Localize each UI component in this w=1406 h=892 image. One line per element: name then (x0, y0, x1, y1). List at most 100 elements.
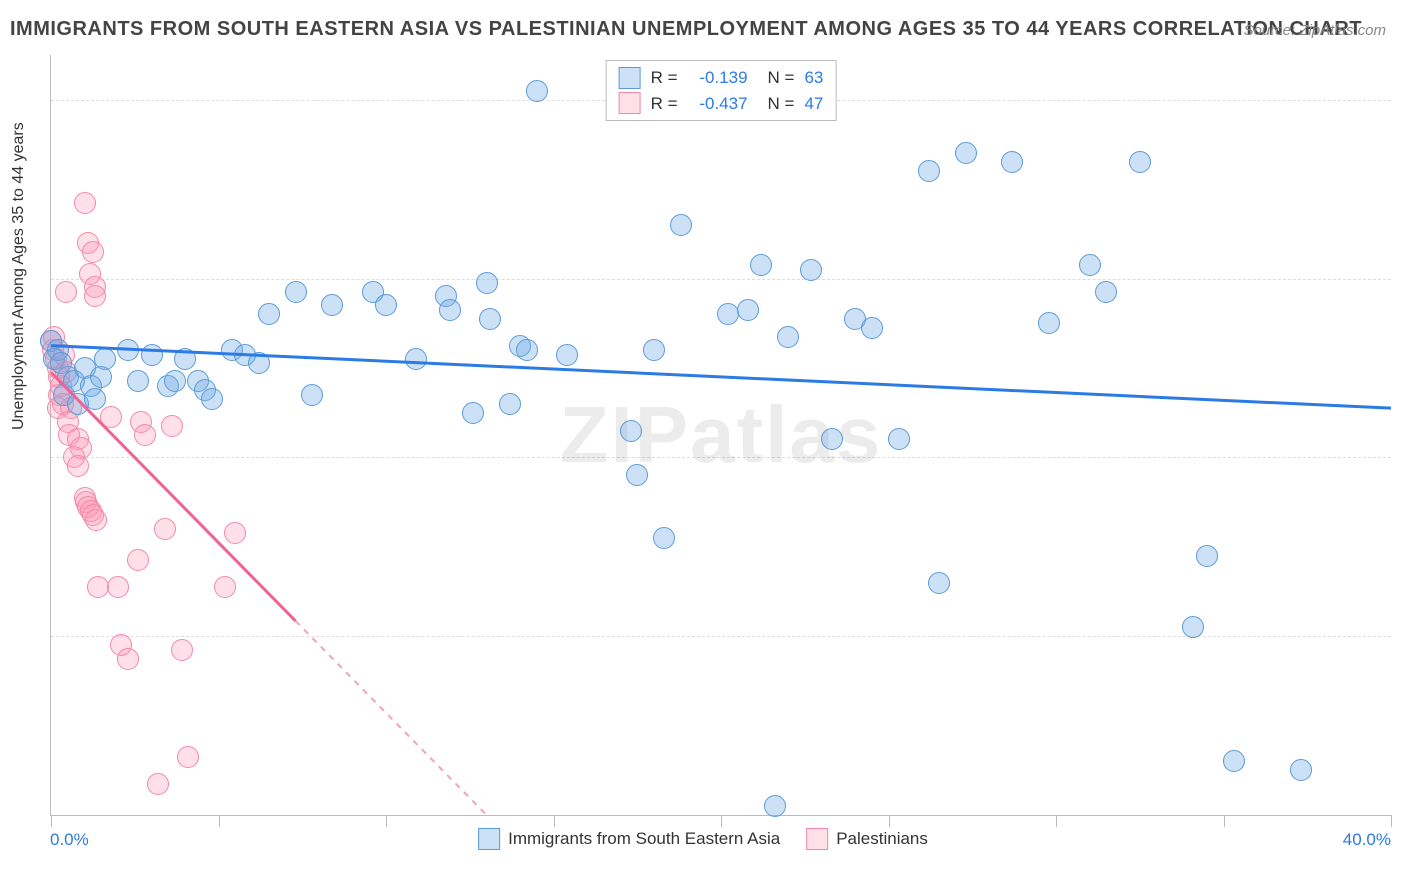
scatter-point-pink (84, 285, 106, 307)
gridline-horizontal (51, 279, 1391, 280)
scatter-point-blue (861, 317, 883, 339)
scatter-point-pink (134, 424, 156, 446)
scatter-point-blue (285, 281, 307, 303)
scatter-point-pink (74, 192, 96, 214)
scatter-point-blue (1290, 759, 1312, 781)
legend-n-label: N = (768, 91, 795, 117)
scatter-point-blue (800, 259, 822, 281)
scatter-point-blue (439, 299, 461, 321)
y-tick-label: 2.0% (1399, 626, 1406, 646)
legend-swatch (478, 828, 500, 850)
y-tick-label: 6.0% (1399, 269, 1406, 289)
scatter-point-blue (1001, 151, 1023, 173)
legend-r-value: -0.437 (688, 91, 748, 117)
legend-r-value: -0.139 (688, 65, 748, 91)
scatter-point-pink (100, 406, 122, 428)
legend-swatch (806, 828, 828, 850)
legend-r-label: R = (651, 91, 678, 117)
scatter-point-blue (375, 294, 397, 316)
scatter-point-blue (1038, 312, 1060, 334)
scatter-point-blue (94, 348, 116, 370)
scatter-point-blue (643, 339, 665, 361)
scatter-point-blue (405, 348, 427, 370)
legend-r-label: R = (651, 65, 678, 91)
scatter-point-pink (87, 576, 109, 598)
scatter-point-blue (626, 464, 648, 486)
scatter-point-blue (499, 393, 521, 415)
series-legend-item: Immigrants from South Eastern Asia (478, 828, 780, 850)
scatter-point-blue (1223, 750, 1245, 772)
x-tick (889, 815, 890, 827)
scatter-point-blue (174, 348, 196, 370)
scatter-point-pink (107, 576, 129, 598)
plot-area: ZIPatlas R =-0.139N =63R =-0.437N =47 2.… (50, 55, 1391, 816)
scatter-point-blue (1182, 616, 1204, 638)
scatter-point-pink (55, 281, 77, 303)
scatter-point-pink (147, 773, 169, 795)
scatter-point-blue (918, 160, 940, 182)
y-tick-label: 8.0% (1399, 90, 1406, 110)
series-legend-label: Palestinians (836, 829, 928, 849)
scatter-point-blue (127, 370, 149, 392)
chart-source: Source: ZipAtlas.com (1243, 22, 1386, 39)
gridline-horizontal (51, 457, 1391, 458)
scatter-point-blue (1095, 281, 1117, 303)
scatter-point-pink (177, 746, 199, 768)
scatter-point-blue (955, 142, 977, 164)
scatter-point-blue (301, 384, 323, 406)
scatter-point-blue (1129, 151, 1151, 173)
scatter-point-pink (214, 576, 236, 598)
legend-n-value: 63 (804, 65, 823, 91)
scatter-point-blue (556, 344, 578, 366)
legend-n-label: N = (768, 65, 795, 91)
scatter-point-blue (201, 388, 223, 410)
scatter-point-blue (248, 352, 270, 374)
legend-row: R = -0.139 N = 63 (619, 65, 824, 91)
scatter-point-pink (82, 241, 104, 263)
x-tick (1391, 815, 1392, 827)
scatter-point-blue (462, 402, 484, 424)
x-axis-max-label: 40.0% (1343, 830, 1391, 850)
scatter-point-pink (224, 522, 246, 544)
scatter-point-blue (737, 299, 759, 321)
scatter-point-blue (777, 326, 799, 348)
scatter-point-pink (67, 455, 89, 477)
scatter-point-blue (84, 388, 106, 410)
chart-title: IMMIGRANTS FROM SOUTH EASTERN ASIA VS PA… (10, 18, 1362, 41)
x-tick (1056, 815, 1057, 827)
scatter-point-blue (117, 339, 139, 361)
legend-swatch (619, 67, 641, 89)
legend-row: R = -0.437 N = 47 (619, 91, 824, 117)
legend-swatch (619, 92, 641, 114)
series-legend-item: Palestinians (806, 828, 928, 850)
scatter-point-pink (85, 509, 107, 531)
scatter-point-blue (476, 272, 498, 294)
scatter-point-blue (141, 344, 163, 366)
y-axis-label: Unemployment Among Ages 35 to 44 years (10, 122, 28, 430)
scatter-point-blue (750, 254, 772, 276)
y-tick-label: 4.0% (1399, 447, 1406, 467)
scatter-point-blue (526, 80, 548, 102)
scatter-point-blue (516, 339, 538, 361)
scatter-point-blue (1079, 254, 1101, 276)
scatter-point-pink (161, 415, 183, 437)
x-tick (554, 815, 555, 827)
x-tick (1224, 815, 1225, 827)
x-tick (386, 815, 387, 827)
series-legend-label: Immigrants from South Eastern Asia (508, 829, 780, 849)
trendline-dashed (296, 621, 487, 815)
x-tick (219, 815, 220, 827)
x-tick (721, 815, 722, 827)
scatter-point-blue (764, 795, 786, 817)
scatter-point-blue (258, 303, 280, 325)
scatter-point-pink (117, 648, 139, 670)
scatter-point-blue (888, 428, 910, 450)
legend-n-value: 47 (804, 91, 823, 117)
scatter-point-blue (1196, 545, 1218, 567)
scatter-point-blue (164, 370, 186, 392)
scatter-point-blue (821, 428, 843, 450)
x-tick (51, 815, 52, 827)
x-axis-min-label: 0.0% (50, 830, 89, 850)
correlation-legend: R = -0.139 N = 63 R = -0.437 N = 47 (606, 60, 837, 121)
scatter-point-pink (127, 549, 149, 571)
